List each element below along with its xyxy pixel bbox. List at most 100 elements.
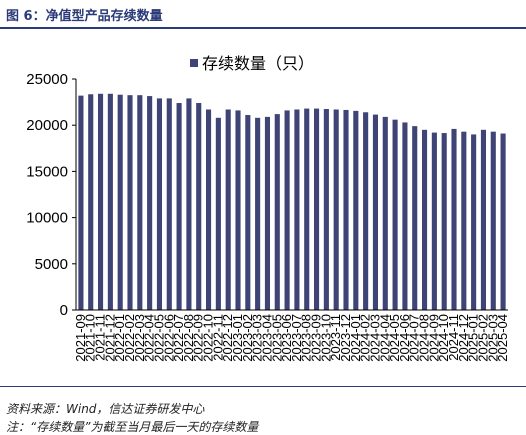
bar: [431, 132, 437, 310]
bar: [196, 103, 202, 311]
bars: [78, 93, 506, 311]
bar: [186, 98, 192, 311]
x-tick-label: 2023-10: [318, 314, 333, 362]
bar: [78, 95, 84, 310]
x-tick-label: 2022-07: [171, 314, 186, 362]
x-tick-label: 2024-12: [456, 314, 471, 362]
bar: [441, 133, 447, 310]
x-tick-label: 2023-11: [328, 314, 343, 361]
bar: [343, 109, 349, 310]
bar: [480, 129, 487, 310]
x-tick-label: 2022-02: [122, 314, 137, 362]
x-tick-label: 2022-08: [181, 314, 196, 362]
x-tick-label: 2021-11: [93, 314, 108, 361]
bar-chart: 存续数量（只） 0 5000 10000 15000 20000 25000 2021-0…: [26, 54, 510, 362]
bar: [245, 115, 251, 310]
x-tick-label: 2024-10: [436, 314, 451, 362]
bar: [304, 108, 310, 310]
y-tick-label: 25000: [26, 71, 68, 88]
bar: [353, 110, 359, 310]
y-tick-label: 0: [60, 302, 68, 319]
x-tick-label: 2022-03: [132, 314, 147, 362]
x-tick-label: 2022-05: [151, 314, 166, 362]
legend: 存续数量（只）: [190, 54, 314, 73]
x-tick-label: 2025-01: [466, 314, 481, 362]
x-tick-label: 2024-09: [426, 314, 441, 362]
bar: [97, 93, 104, 310]
y-tick-label: 10000: [26, 210, 68, 227]
y-tick-label: 15000: [26, 163, 68, 180]
bar: [205, 109, 212, 311]
bar: [156, 98, 163, 311]
y-tick-label: 5000: [35, 256, 68, 273]
bar: [451, 128, 457, 310]
x-tick-label: 2025-02: [475, 314, 490, 362]
bar: [147, 96, 153, 310]
x-tick-label: 2024-03: [367, 314, 382, 362]
x-tick-label: 2022-12: [220, 314, 235, 362]
bar: [421, 129, 428, 310]
x-tick-label: 2024-11: [446, 314, 461, 361]
bar: [382, 116, 388, 310]
bar: [215, 117, 221, 310]
x-tick-label: 2023-06: [279, 314, 294, 362]
bar: [402, 122, 408, 311]
bar: [284, 110, 290, 310]
bar: [333, 109, 339, 311]
x-tick-label: 2024-01: [348, 314, 363, 362]
x-tick-label: 2024-07: [407, 314, 422, 362]
bar: [176, 103, 182, 311]
x-tick-label: 2023-04: [259, 314, 274, 362]
x-tick-label: 2022-11: [210, 314, 225, 361]
x-tick-label: 2021-10: [83, 314, 98, 362]
x-tick-label: 2023-03: [250, 314, 265, 362]
x-tick-label: 2021-12: [102, 314, 117, 362]
bar: [107, 93, 113, 310]
x-tick-label: 2022-01: [112, 314, 127, 362]
x-tick-label: 2022-04: [142, 314, 157, 362]
x-tick-label: 2022-10: [201, 314, 216, 362]
x-tick-label: 2022-09: [191, 314, 206, 362]
bar: [490, 131, 496, 310]
bar: [274, 114, 280, 310]
x-tick-label: 2024-08: [417, 314, 432, 362]
bar: [235, 110, 241, 310]
legend-label: 存续数量（只）: [202, 54, 314, 73]
x-tick-label: 2023-07: [289, 314, 304, 362]
bar: [127, 95, 133, 310]
x-axis: 2021-092021-102021-112021-122022-012022-…: [73, 309, 510, 362]
bar: [255, 117, 261, 310]
bar: [363, 112, 369, 310]
bar: [372, 114, 379, 310]
figure-title: 图 6：净值型产品存续数量: [6, 9, 163, 24]
x-tick-label: 2024-04: [377, 314, 392, 362]
x-tick-label: 2025-04: [495, 314, 510, 362]
bar: [500, 133, 506, 310]
source-rule: [0, 386, 526, 387]
bar: [137, 95, 143, 310]
bar: [225, 109, 231, 311]
x-tick-label: 2023-09: [309, 314, 324, 362]
bar: [166, 98, 172, 311]
x-tick-label: 2023-08: [299, 314, 314, 362]
bar: [412, 126, 418, 311]
source-text: 资料来源：Wind，信达证券研发中心: [6, 402, 205, 416]
x-tick-label: 2023-02: [240, 314, 255, 362]
bar: [88, 94, 94, 310]
bar: [392, 119, 398, 310]
x-tick-label: 2023-12: [338, 314, 353, 362]
bar: [294, 109, 300, 311]
note-text: 注：“存续数量”为截至当月最后一天的存续数量: [6, 420, 259, 434]
bar: [471, 134, 477, 310]
x-tick-label: 2021-09: [73, 314, 88, 362]
bar: [264, 116, 271, 310]
x-tick-label: 2023-01: [230, 314, 245, 362]
bar: [461, 131, 467, 310]
bar: [117, 94, 123, 311]
y-tick-label: 20000: [26, 117, 68, 134]
legend-swatch: [190, 59, 198, 67]
x-tick-label: 2024-05: [387, 314, 402, 362]
x-tick-label: 2023-05: [269, 314, 284, 362]
title-rule: [0, 27, 526, 29]
x-tick-label: 2024-06: [397, 314, 412, 362]
